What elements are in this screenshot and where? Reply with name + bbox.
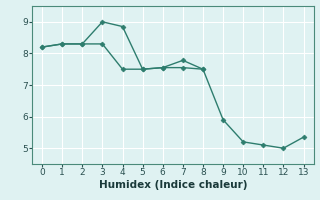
X-axis label: Humidex (Indice chaleur): Humidex (Indice chaleur) [99,180,247,190]
